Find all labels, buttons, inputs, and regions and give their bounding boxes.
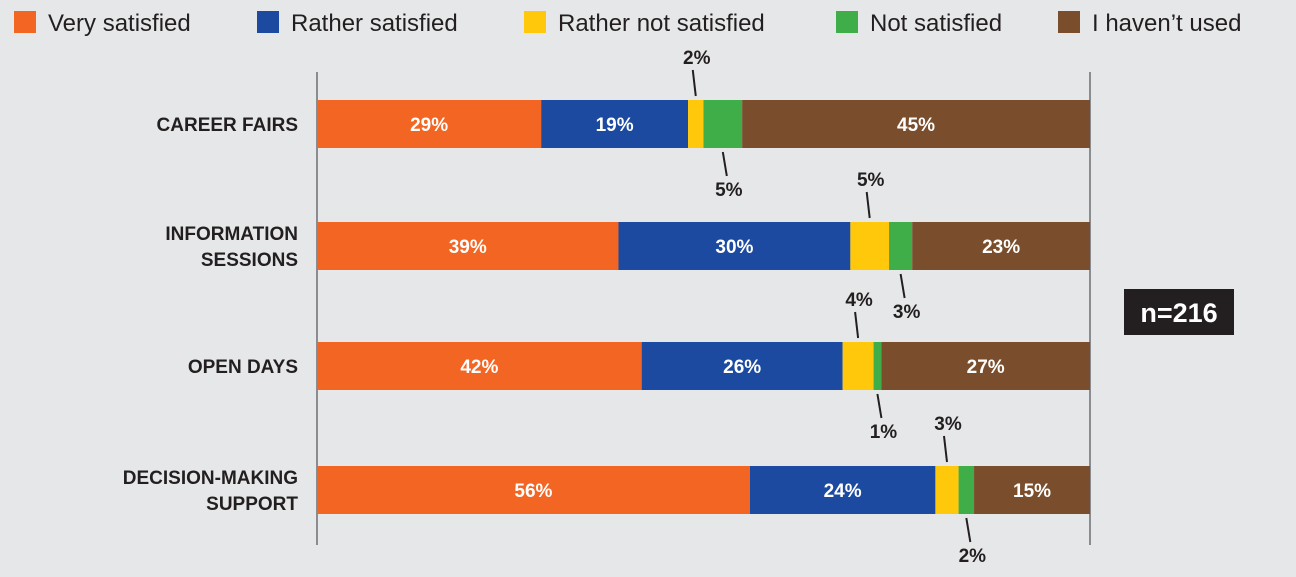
chart-legend: Very satisfied Rather satisfied Rather not… (14, 10, 1241, 37)
callout-line (943, 435, 948, 463)
category-label: OPEN DAYS (188, 357, 298, 378)
legend-swatch (1058, 11, 1080, 33)
data-label: 27% (967, 357, 1005, 378)
data-label: 45% (897, 115, 935, 136)
bar-segment (749, 466, 936, 514)
bar-segment (912, 222, 1090, 270)
legend-swatch (524, 11, 546, 33)
data-label: 26% (723, 357, 761, 378)
data-label: 56% (514, 481, 552, 502)
bar-segment (850, 222, 890, 270)
callout-line (865, 191, 871, 219)
bars-group (317, 100, 1090, 514)
data-label: 15% (1013, 481, 1051, 502)
bar-segment (317, 100, 542, 148)
data-label: 24% (824, 481, 862, 502)
legend-label: Rather not satisfied (558, 10, 765, 37)
data-label: 5% (857, 170, 885, 191)
data-label: 23% (982, 237, 1020, 258)
bar-segment (317, 466, 750, 514)
bar-segment (742, 100, 1090, 148)
bar-segment (317, 342, 642, 390)
legend-swatch (836, 11, 858, 33)
bar-segment (958, 466, 975, 514)
category-label: DECISION-MAKING (123, 468, 298, 489)
legend-label: Rather satisfied (291, 10, 458, 37)
bar-segment (889, 222, 913, 270)
data-label: 2% (959, 546, 987, 567)
bar-segment (881, 342, 1090, 390)
callout-line (691, 69, 697, 97)
bar-segment (641, 342, 843, 390)
bar-segment (688, 100, 704, 148)
data-label: 1% (870, 422, 898, 443)
callout-line (721, 151, 728, 177)
sample-size-label: n=216 (1140, 298, 1217, 328)
bar-segment (974, 466, 1090, 514)
data-label: 30% (715, 237, 753, 258)
data-label: 2% (683, 48, 711, 69)
callout-line (876, 393, 883, 419)
callout-line (965, 517, 972, 543)
bar-segment (873, 342, 882, 390)
bar-segment (541, 100, 689, 148)
data-labels-group: 29% 19% 2% 5% 45% 39% 30% 5% 3% 23% 42% 26% 4% 1% 27% 5… (410, 48, 1051, 567)
bar-segment (317, 222, 619, 270)
data-label: 4% (845, 290, 873, 311)
data-label: 5% (715, 180, 743, 201)
data-label: 3% (934, 414, 962, 435)
legend-swatch (14, 11, 36, 33)
callout-line (899, 273, 906, 299)
data-label: 29% (410, 115, 448, 136)
category-label: SUPPORT (206, 494, 298, 515)
data-label: 42% (460, 357, 498, 378)
callout-line (854, 311, 860, 339)
data-label: 3% (893, 302, 921, 323)
data-label: 39% (449, 237, 487, 258)
bar-segment (703, 100, 743, 148)
data-label: 19% (596, 115, 634, 136)
legend-label: Very satisfied (48, 10, 191, 37)
legend-swatch (257, 11, 279, 33)
category-label: INFORMATION (165, 224, 298, 245)
sample-size-badge-bg (1124, 289, 1234, 335)
category-label: SESSIONS (201, 250, 298, 271)
category-labels: CAREER FAIRS INFORMATION SESSIONS OPEN DAYS… (123, 115, 299, 515)
legend-label: Not satisfied (870, 10, 1002, 37)
bar-segment (618, 222, 851, 270)
legend-label: I haven’t used (1092, 10, 1241, 37)
sample-size-badge: n=216 (1124, 289, 1234, 335)
category-label: CAREER FAIRS (157, 115, 298, 136)
bar-segment (935, 466, 959, 514)
bar-segment (842, 342, 874, 390)
